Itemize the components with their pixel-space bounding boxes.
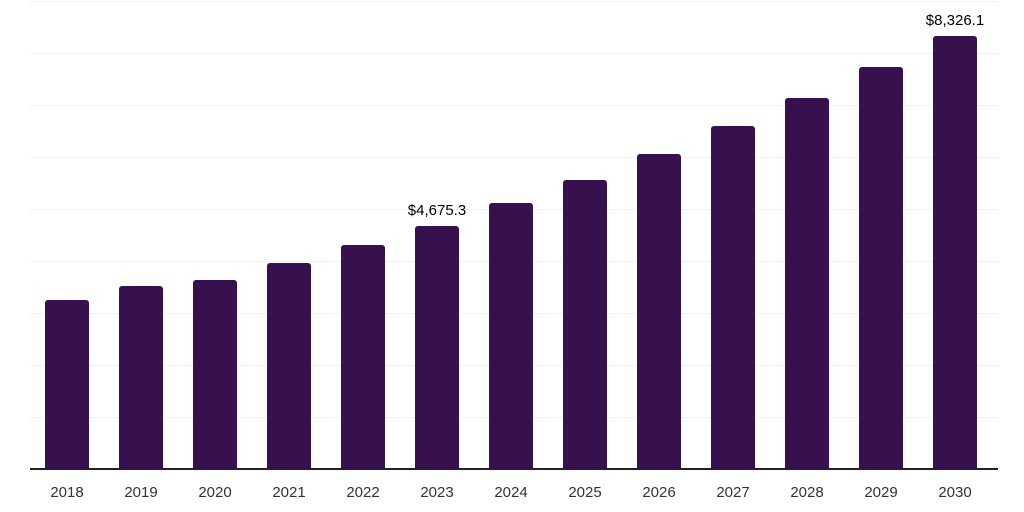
bar-2030 <box>933 36 977 469</box>
bar-2019 <box>119 285 163 469</box>
value-label-2030: $8,326.1 <box>925 12 985 30</box>
bar-2022 <box>341 244 385 469</box>
x-tick-2027: 2027 <box>716 484 750 501</box>
x-tick-2021: 2021 <box>272 484 306 501</box>
bar-2026 <box>637 153 681 469</box>
x-axis-labels: 2018 2019 2020 2021 2022 2023 2024 2025 2026 2027… <box>0 485 1024 505</box>
x-tick-2019: 2019 <box>124 484 158 501</box>
x-tick-2020: 2020 <box>198 484 232 501</box>
gridline <box>30 105 998 106</box>
bar-2024 <box>489 203 533 469</box>
gridline <box>30 157 998 158</box>
x-tick-2028: 2028 <box>790 484 824 501</box>
bar-2029 <box>859 67 903 469</box>
x-tick-2029: 2029 <box>864 484 898 501</box>
plot-area: $4,675.3 $8,326.1 <box>30 0 998 470</box>
value-label-2023: $4,675.3 <box>407 201 467 219</box>
bar-2018 <box>45 300 89 469</box>
gridline <box>30 53 998 54</box>
bar-2021 <box>267 263 311 469</box>
bar-2027 <box>711 125 755 469</box>
bar-2023 <box>415 225 459 469</box>
x-tick-2022: 2022 <box>346 484 380 501</box>
x-tick-2024: 2024 <box>494 484 528 501</box>
x-tick-2025: 2025 <box>568 484 602 501</box>
x-axis-line <box>30 468 998 470</box>
bar-2025 <box>563 179 607 469</box>
gridline <box>30 1 998 2</box>
bar-2028 <box>785 97 829 469</box>
x-tick-2030: 2030 <box>938 484 972 501</box>
x-tick-2026: 2026 <box>642 484 676 501</box>
x-tick-2023: 2023 <box>420 484 454 501</box>
x-tick-2018: 2018 <box>50 484 84 501</box>
bar-2020 <box>193 279 237 469</box>
